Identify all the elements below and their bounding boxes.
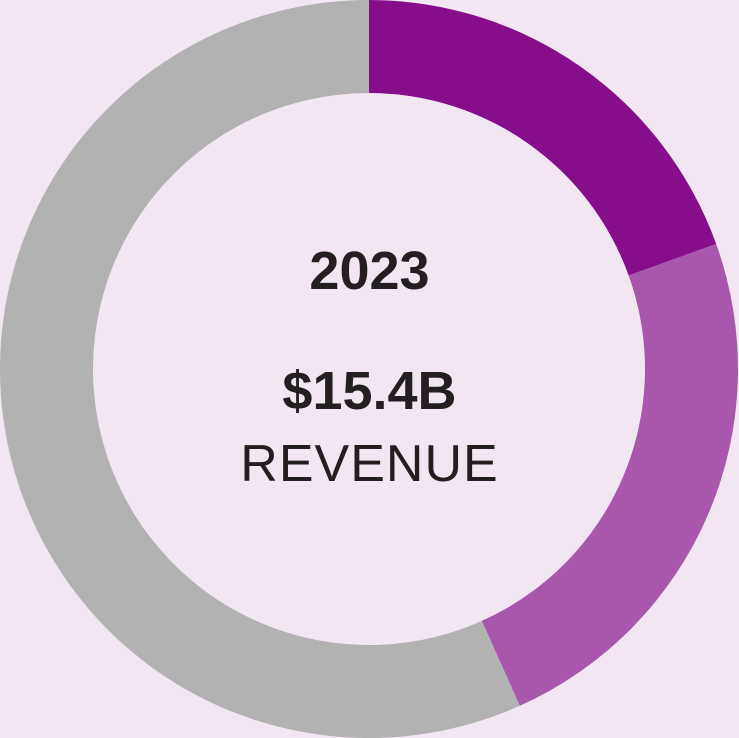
donut-slice-1	[369, 0, 717, 276]
chart-year-label: 2023	[309, 241, 430, 301]
donut-slice-3	[0, 0, 520, 738]
donut-slice-2	[481, 244, 738, 706]
chart-metric-label: REVENUE	[240, 435, 499, 493]
chart-amount-label: $15.4B	[282, 361, 457, 421]
